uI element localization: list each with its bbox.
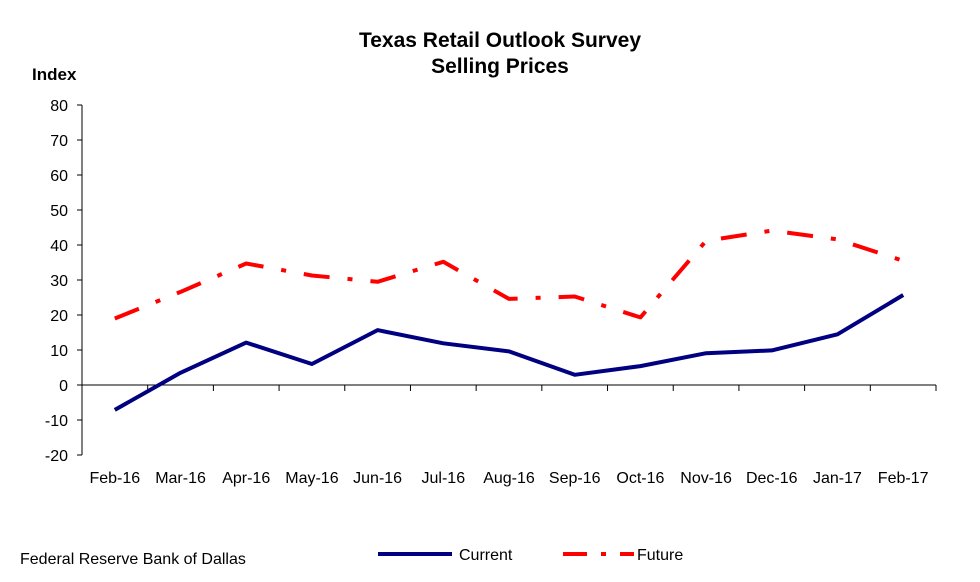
x-tick-label: Oct-16 <box>616 470 664 487</box>
x-tick-label: Dec-16 <box>746 470 798 487</box>
x-tick-label: Aug-16 <box>483 470 535 487</box>
x-tick-label: Jun-16 <box>353 470 402 487</box>
y-tick-label: 10 <box>50 343 68 360</box>
y-tick-label: 40 <box>50 238 68 255</box>
source-note: Federal Reserve Bank of Dallas <box>20 551 246 568</box>
y-tick-label: 70 <box>50 133 68 150</box>
y-tick-label: 0 <box>59 378 68 395</box>
x-tick-label: Apr-16 <box>222 470 270 487</box>
y-tick-label: -20 <box>45 448 68 465</box>
y-tick-label: 20 <box>50 308 68 325</box>
x-tick-labels: Feb-16 Mar-16 Apr-16 May-16 Jun-16 Jul-16 Aug-… <box>81 385 937 487</box>
x-tick-label: May-16 <box>285 470 338 487</box>
y-axis-label: Index <box>32 65 77 84</box>
y-tick-label: 50 <box>50 203 68 220</box>
x-tick-label: Nov-16 <box>680 470 732 487</box>
y-tick-label: -10 <box>45 413 68 430</box>
legend-current-label: Current <box>459 547 513 564</box>
chart-title: Texas Retail Outlook Survey <box>359 29 641 52</box>
x-tick-label: Jul-16 <box>422 470 466 487</box>
axes <box>81 105 936 455</box>
x-tick-label: Jan-17 <box>813 470 862 487</box>
x-tick-label: Feb-17 <box>878 470 929 487</box>
series-line-future <box>114 228 904 321</box>
y-tick-label: 60 <box>50 168 68 185</box>
series-lines <box>113 228 905 412</box>
y-tick-label: 80 <box>50 98 68 115</box>
y-tick-labels: 80 70 60 50 40 30 20 10 0 -10 -20 <box>45 98 82 465</box>
chart-subtitle: Selling Prices <box>431 55 569 78</box>
series-line-current <box>113 293 905 412</box>
x-tick-label: Mar-16 <box>155 470 206 487</box>
x-tick-label: Feb-16 <box>89 470 140 487</box>
y-tick-label: 30 <box>50 273 68 290</box>
legend: Current Future <box>378 547 683 564</box>
x-tick-label: Sep-16 <box>549 470 601 487</box>
legend-future-label: Future <box>637 547 683 564</box>
